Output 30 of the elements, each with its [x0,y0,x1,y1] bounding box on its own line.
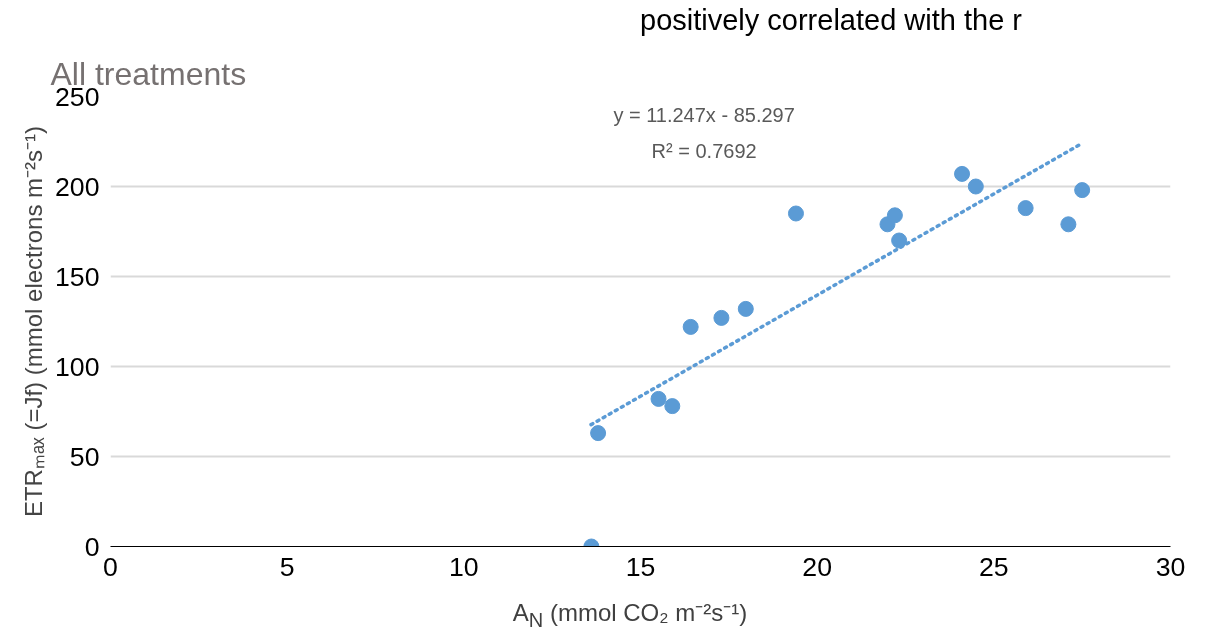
x-tick-label: 30 [1155,551,1186,582]
point [1017,200,1034,217]
x-tick-label: 10 [449,551,479,582]
y-tick-label: 50 [69,441,100,472]
point [682,318,699,335]
point [891,232,908,249]
x-tick-label: 5 [279,551,295,582]
text: positively correlated with the r [640,3,1022,38]
y-tick-label: 200 [55,171,100,202]
point [787,205,804,222]
point [650,390,667,407]
y-tick-label: 0 [84,531,100,562]
annotation: y = 11.247x - 85.297 [613,103,795,126]
point [1060,216,1077,233]
point [664,398,681,415]
x-tick-label: 25 [979,551,1009,582]
x-axis-title: A$_{N}$ (mmol CO₂ m⁻²s⁻¹) [512,598,748,633]
point [886,207,903,224]
point [590,425,607,442]
x-tick-label: 20 [802,551,832,582]
y-tick-label: 100 [55,351,100,382]
point [737,300,754,317]
x-tick-label: 15 [625,551,656,582]
point [1074,182,1091,199]
point [713,309,730,326]
point [967,178,984,195]
y-axis-title: ETRₘₐₓ (=Jf) (mmol electrons m⁻²s⁻¹) [20,125,48,518]
point [954,165,971,182]
annotation: R² = 0.7692 [651,139,757,162]
y-tick-label: 150 [55,261,100,292]
